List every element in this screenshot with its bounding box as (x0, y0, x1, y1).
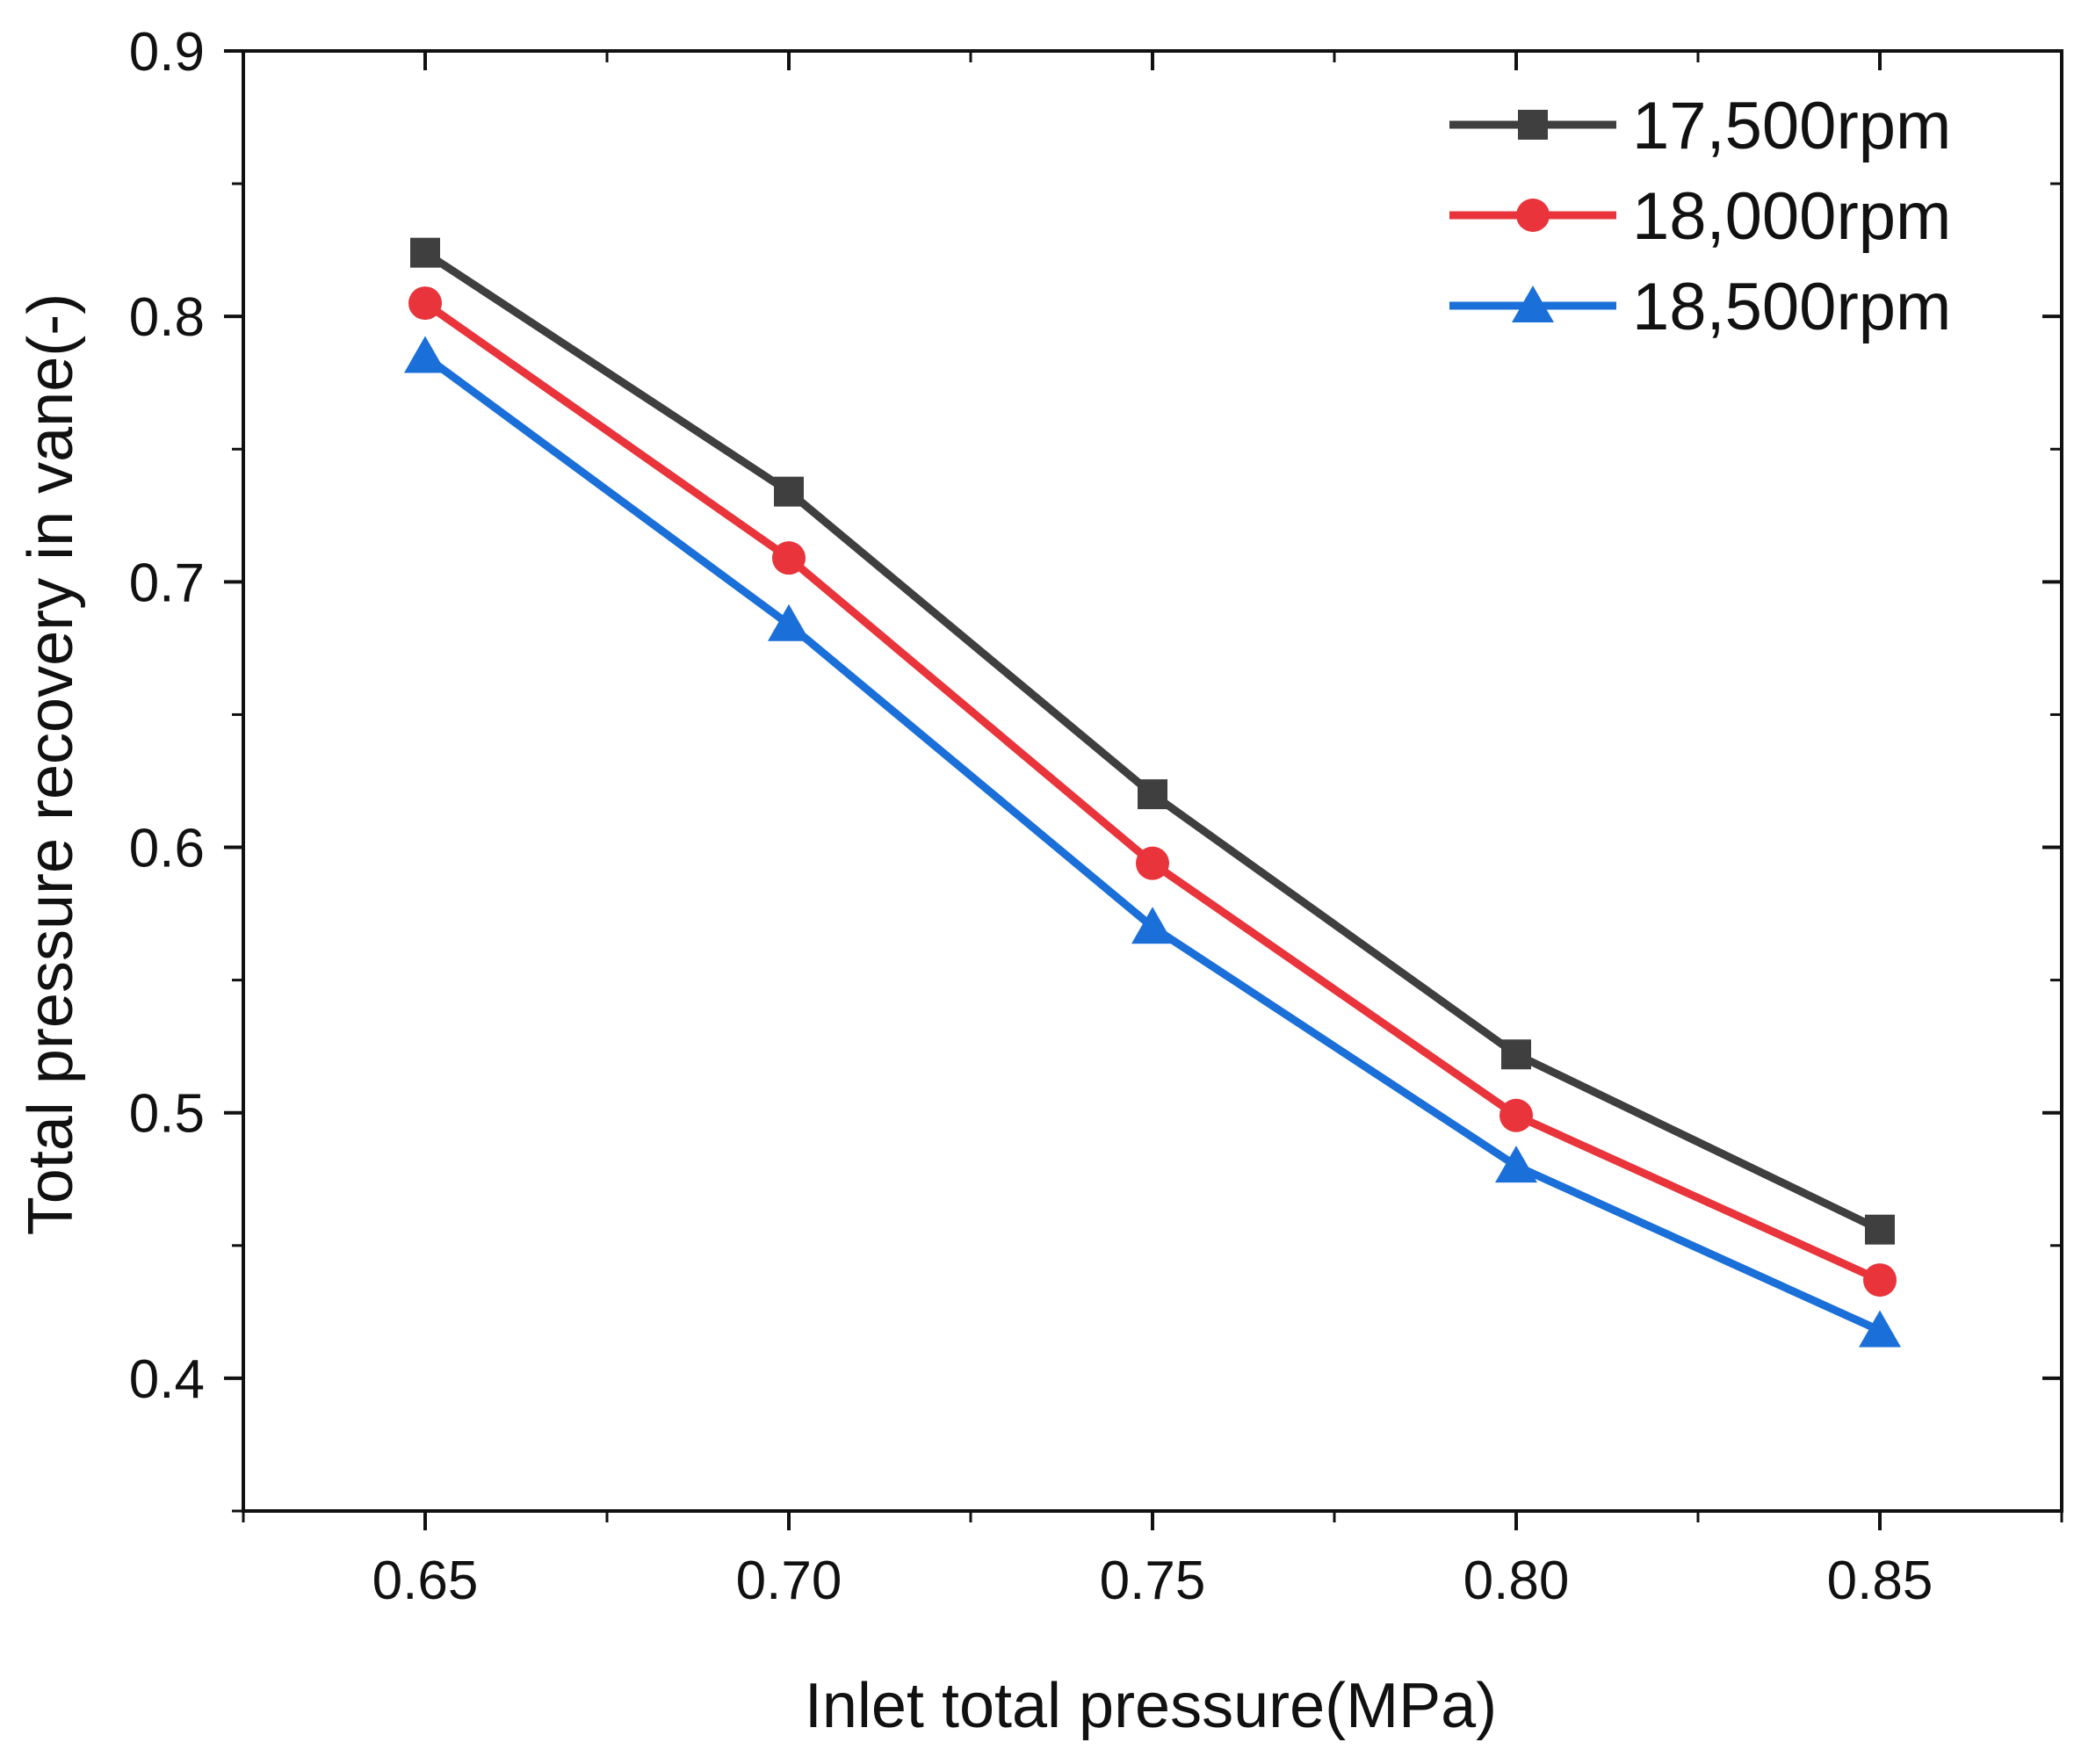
data-point (1136, 846, 1169, 880)
y-tick-label: 0.6 (129, 819, 205, 879)
series-1 (410, 237, 1895, 1245)
data-point (1859, 1310, 1901, 1348)
data-point (1499, 1098, 1533, 1132)
y-tick-label: 0.5 (129, 1084, 205, 1145)
data-point (774, 476, 804, 507)
data-point (1863, 1263, 1897, 1298)
series-3 (404, 336, 1901, 1348)
axes: 0.4 0.5 0.6 0.7 0.8 0.9 0.65 0.70 0.75 0.80 0.85 (129, 22, 2063, 1611)
legend-label: 18,500rpm (1632, 270, 1951, 344)
x-tick-label: 0.75 (1100, 1551, 1206, 1611)
data-point (408, 286, 442, 321)
legend-marker (1516, 199, 1550, 232)
data-point (1501, 1039, 1531, 1070)
x-tick-label: 0.65 (372, 1551, 479, 1611)
data-point (772, 541, 806, 575)
legend-item-1: 17,500rpm (1449, 89, 1951, 163)
x-tick-label: 0.85 (1827, 1551, 1933, 1611)
legend: 17,500rpm 18,000rpm 18,500rpm (1449, 89, 1951, 344)
series-2 (408, 286, 1897, 1298)
data-point (1865, 1214, 1895, 1245)
y-tick-label: 0.9 (129, 22, 205, 83)
x-axis-title: Inlet total pressure(MPa) (805, 1671, 1497, 1741)
data-point (1495, 1146, 1537, 1183)
data-point (410, 237, 440, 268)
legend-label: 18,000rpm (1632, 179, 1951, 254)
data-point (1138, 779, 1167, 810)
y-tick-label: 0.8 (129, 287, 205, 348)
legend-item-2: 18,000rpm (1449, 179, 1951, 254)
y-axis-title: Total pressure recovery in vane(-) (16, 293, 86, 1235)
series-group (404, 237, 1901, 1348)
x-tick-label: 0.70 (736, 1551, 842, 1611)
data-point (768, 604, 810, 641)
legend-item-3: 18,500rpm (1449, 270, 1951, 344)
data-point (1131, 907, 1174, 944)
y-tick-label: 0.4 (129, 1349, 205, 1410)
x-tick-label: 0.80 (1463, 1551, 1570, 1611)
legend-marker (1518, 110, 1548, 140)
legend-label: 17,500rpm (1632, 89, 1951, 163)
legend-marker (1512, 286, 1554, 322)
data-point (404, 336, 446, 373)
y-tick-label: 0.7 (129, 553, 205, 613)
